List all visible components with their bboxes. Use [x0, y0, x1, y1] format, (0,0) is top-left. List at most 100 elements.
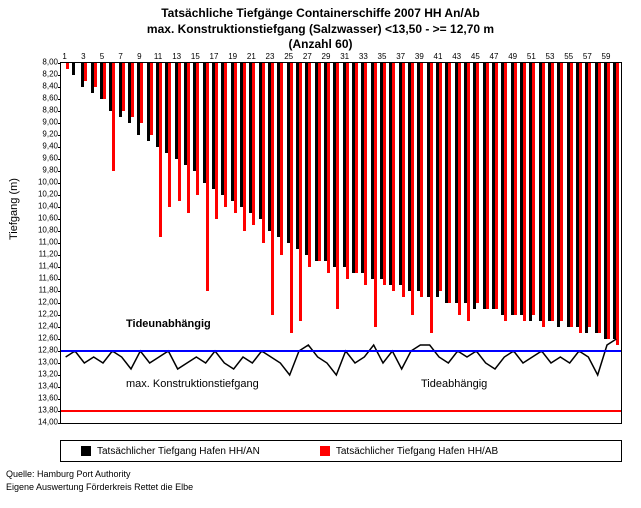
x-tick-label: 59	[602, 52, 611, 61]
x-tick-label: 45	[471, 52, 480, 61]
y-tick-label: 8,60	[42, 94, 58, 103]
bar-ab	[336, 63, 339, 309]
bar-ab	[579, 63, 582, 333]
y-tick-label: 12,60	[38, 334, 58, 343]
y-tick-mark	[58, 171, 61, 172]
bar-ab	[392, 63, 395, 291]
x-axis-ticks: 1357911131517192123252729313335373941434…	[60, 52, 620, 62]
y-tick-mark	[58, 231, 61, 232]
bar-ab	[112, 63, 115, 171]
y-tick-mark	[58, 147, 61, 148]
x-tick-label: 47	[490, 52, 499, 61]
y-tick-mark	[58, 399, 61, 400]
y-tick-label: 14,00	[38, 418, 58, 427]
footer: Quelle: Hamburg Port Authority Eigene Au…	[6, 468, 193, 493]
annotation-tideunabhaengig: Tideunabhängig	[126, 318, 211, 330]
y-tick-label: 11,40	[39, 262, 58, 271]
x-tick-label: 53	[546, 52, 555, 61]
bar-ab	[140, 63, 143, 123]
bar-ab	[607, 63, 610, 339]
bar-ab	[215, 63, 218, 219]
y-tick-label: 9,40	[42, 142, 58, 151]
y-tick-mark	[58, 183, 61, 184]
y-tick-label: 11,80	[39, 286, 58, 295]
bar-ab	[532, 63, 535, 315]
y-tick-mark	[58, 267, 61, 268]
y-tick-label: 11,00	[39, 238, 58, 247]
bar-ab	[159, 63, 162, 237]
legend-item-an: Tatsächlicher Tiefgang Hafen HH/AN	[81, 446, 260, 457]
y-tick-label: 8,00	[42, 58, 58, 67]
legend-label-an: Tatsächlicher Tiefgang Hafen HH/AN	[97, 446, 260, 457]
y-tick-label: 10,20	[38, 190, 58, 199]
bar-ab	[570, 63, 573, 327]
x-tick-label: 35	[378, 52, 387, 61]
bar-ab	[318, 63, 321, 261]
y-tick-mark	[58, 291, 61, 292]
bar-ab	[66, 63, 69, 69]
legend-item-ab: Tatsächlicher Tiefgang Hafen HH/AB	[320, 446, 498, 457]
bar-ab	[94, 63, 97, 87]
y-tick-label: 10,60	[38, 214, 58, 223]
y-tick-label: 9,80	[42, 166, 58, 175]
y-tick-label: 9,60	[42, 154, 58, 163]
y-tick-label: 12,20	[38, 310, 58, 319]
x-tick-label: 41	[434, 52, 443, 61]
x-tick-label: 55	[564, 52, 573, 61]
y-tick-mark	[58, 75, 61, 76]
x-tick-label: 27	[303, 52, 312, 61]
bar-ab	[430, 63, 433, 333]
bar-ab	[476, 63, 479, 303]
x-tick-label: 51	[527, 52, 536, 61]
bar-ab	[523, 63, 526, 321]
bar-ab	[168, 63, 171, 207]
bar-ab	[588, 63, 591, 327]
x-tick-label: 3	[81, 52, 85, 61]
bar-ab	[299, 63, 302, 321]
y-tick-mark	[58, 195, 61, 196]
bar-ab	[560, 63, 563, 321]
bar-ab	[271, 63, 274, 315]
bar-ab	[383, 63, 386, 285]
y-tick-mark	[58, 339, 61, 340]
bar-ab	[252, 63, 255, 225]
legend-swatch-ab	[320, 446, 330, 456]
y-tick-mark	[58, 315, 61, 316]
x-tick-label: 15	[191, 52, 200, 61]
x-tick-label: 31	[340, 52, 349, 61]
x-tick-label: 1	[62, 52, 66, 61]
x-tick-label: 9	[137, 52, 141, 61]
bar-ab	[374, 63, 377, 327]
y-tick-label: 10,40	[38, 202, 58, 211]
y-tick-mark	[58, 255, 61, 256]
bar-an	[72, 63, 75, 75]
x-tick-label: 19	[228, 52, 237, 61]
y-tick-mark	[58, 411, 61, 412]
x-tick-label: 29	[322, 52, 331, 61]
bar-ab	[439, 63, 442, 291]
bar-ab	[206, 63, 209, 291]
bar-ab	[84, 63, 87, 81]
y-tick-label: 9,00	[42, 118, 58, 127]
bar-ab	[150, 63, 153, 135]
y-tick-label: 10,00	[38, 178, 58, 187]
bar-ab	[290, 63, 293, 333]
y-tick-mark	[58, 375, 61, 376]
plot-area: Tideunabhängig max. Konstruktionstiefgan…	[60, 62, 622, 424]
x-tick-label: 37	[396, 52, 405, 61]
bar-ab	[486, 63, 489, 309]
legend-label-ab: Tatsächlicher Tiefgang Hafen HH/AB	[336, 446, 498, 457]
annotation-max-konstruktion: max. Konstruktionstiefgang	[126, 378, 259, 390]
bar-ab	[458, 63, 461, 315]
reference-line-blue	[61, 350, 621, 352]
x-tick-label: 13	[172, 52, 181, 61]
y-tick-label: 13,80	[38, 406, 58, 415]
bar-ab	[616, 63, 619, 345]
footer-eval: Eigene Auswertung Förderkreis Rettet die…	[6, 481, 193, 494]
y-tick-label: 13,40	[38, 382, 58, 391]
y-tick-mark	[58, 207, 61, 208]
bar-ab	[122, 63, 125, 111]
reference-line-red	[61, 410, 621, 412]
y-tick-label: 8,20	[42, 70, 58, 79]
y-tick-mark	[58, 159, 61, 160]
